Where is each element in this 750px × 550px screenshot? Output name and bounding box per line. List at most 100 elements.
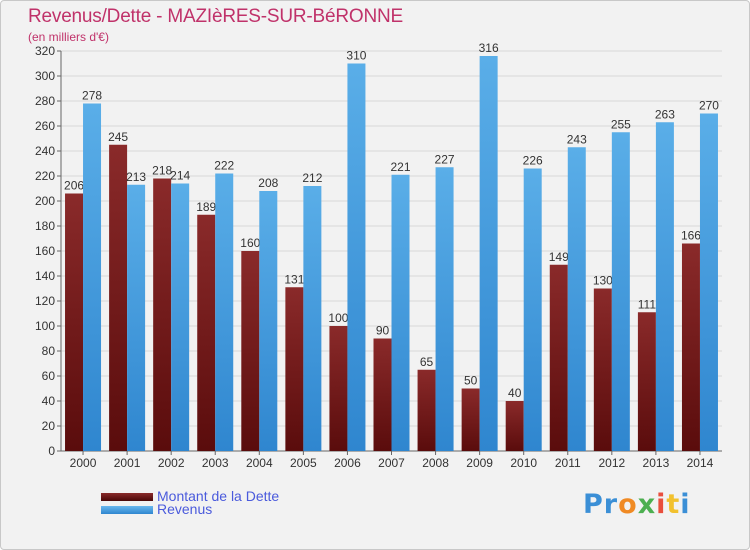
data-label-revenus: 243: [567, 132, 587, 146]
data-label-dette: 149: [549, 250, 569, 264]
bar-revenus: [392, 175, 410, 451]
y-tick-label: 260: [35, 119, 55, 133]
data-label-dette: 100: [328, 311, 348, 325]
bar-dette: [462, 389, 480, 452]
bar-dette: [65, 194, 83, 452]
x-tick-label: 2012: [598, 456, 625, 470]
x-tick-label: 2014: [687, 456, 714, 470]
data-label-dette: 206: [64, 179, 84, 193]
bar-revenus: [612, 132, 630, 451]
data-label-revenus: 212: [302, 171, 322, 185]
data-label-dette: 189: [196, 200, 216, 214]
data-label-revenus: 316: [479, 41, 499, 55]
data-label-dette: 50: [464, 374, 478, 388]
bar-dette: [594, 289, 612, 452]
bar-revenus: [524, 169, 542, 452]
data-label-revenus: 270: [699, 99, 719, 113]
bar-revenus: [436, 167, 454, 451]
y-tick-label: 100: [35, 319, 55, 333]
x-tick-label: 2009: [466, 456, 493, 470]
x-tick-label: 2002: [158, 456, 185, 470]
x-tick-label: 2000: [70, 456, 97, 470]
chart-frame: Revenus/Dette - MAZIèRES-SUR-BéRONNE (en…: [0, 0, 750, 550]
bar-dette: [197, 215, 215, 451]
data-label-revenus: 222: [214, 159, 234, 173]
bar-dette: [153, 179, 171, 452]
bar-revenus: [568, 147, 586, 451]
x-tick-label: 2004: [246, 456, 273, 470]
x-tick-label: 2010: [510, 456, 537, 470]
bar-revenus: [700, 114, 718, 452]
y-tick-label: 280: [35, 94, 55, 108]
data-label-dette: 166: [681, 229, 701, 243]
bar-dette: [329, 326, 347, 451]
x-tick-label: 2007: [378, 456, 405, 470]
data-label-revenus: 263: [655, 107, 675, 121]
data-label-dette: 130: [593, 274, 613, 288]
bar-dette: [374, 339, 392, 452]
y-tick-label: 220: [35, 169, 55, 183]
y-tick-label: 200: [35, 194, 55, 208]
data-label-revenus: 213: [126, 170, 146, 184]
data-label-dette: 65: [420, 355, 434, 369]
data-label-dette: 245: [108, 130, 128, 144]
data-label-revenus: 227: [435, 152, 455, 166]
data-label-revenus: 255: [611, 117, 631, 131]
logo-letter: P: [583, 489, 604, 520]
x-tick-label: 2008: [422, 456, 449, 470]
legend-swatch-revenus: [101, 506, 153, 514]
logo-letter: r: [604, 489, 618, 520]
bar-revenus: [480, 56, 498, 451]
y-tick-label: 40: [42, 394, 56, 408]
data-label-revenus: 278: [82, 89, 102, 103]
bar-revenus: [171, 184, 189, 452]
bar-dette: [109, 145, 127, 451]
x-tick-label: 2005: [290, 456, 317, 470]
legend-label-revenus: Revenus: [157, 501, 212, 517]
bar-dette: [550, 265, 568, 451]
data-label-dette: 111: [638, 297, 657, 311]
y-tick-label: 180: [35, 219, 55, 233]
legend-swatch-dette: [101, 493, 153, 501]
bar-dette: [638, 312, 656, 451]
bar-revenus: [83, 104, 101, 452]
y-tick-label: 300: [35, 69, 55, 83]
x-tick-label: 2013: [643, 456, 670, 470]
data-label-revenus: 310: [346, 49, 366, 63]
data-label-dette: 160: [240, 236, 260, 250]
bar-revenus: [127, 185, 145, 451]
logo-letter: x: [638, 489, 656, 520]
bar-revenus: [303, 186, 321, 451]
bar-dette: [418, 370, 436, 451]
y-tick-label: 0: [48, 444, 55, 458]
bar-revenus: [656, 122, 674, 451]
data-label-dette: 131: [284, 272, 304, 286]
y-tick-label: 80: [42, 344, 56, 358]
x-tick-label: 2006: [334, 456, 361, 470]
data-label-revenus: 226: [523, 154, 543, 168]
y-tick-label: 20: [42, 419, 56, 433]
data-label-revenus: 208: [258, 176, 278, 190]
x-tick-label: 2001: [114, 456, 141, 470]
logo-letter: i: [680, 489, 690, 520]
bar-revenus: [259, 191, 277, 451]
data-label-revenus: 214: [170, 169, 190, 183]
x-tick-label: 2003: [202, 456, 229, 470]
logo-letter: i: [656, 489, 666, 520]
proxiti-logo: Proxiti: [583, 489, 691, 520]
bar-revenus: [347, 64, 365, 452]
bar-revenus: [215, 174, 233, 452]
y-tick-label: 120: [35, 294, 55, 308]
logo-letter: t: [666, 489, 680, 520]
bar-dette: [506, 401, 524, 451]
y-tick-label: 160: [35, 244, 55, 258]
bar-dette: [285, 287, 303, 451]
y-tick-label: 140: [35, 269, 55, 283]
y-tick-label: 60: [42, 369, 56, 383]
bar-chart: 0 20 40 60 80 100 120 140 160 180 200 220 240 260 280 3…: [1, 1, 749, 549]
bar-dette: [682, 244, 700, 452]
x-tick-label: 2011: [555, 456, 581, 470]
y-tick-label: 240: [35, 144, 55, 158]
data-label-dette: 40: [508, 386, 522, 400]
y-tick-label: 320: [35, 44, 55, 58]
